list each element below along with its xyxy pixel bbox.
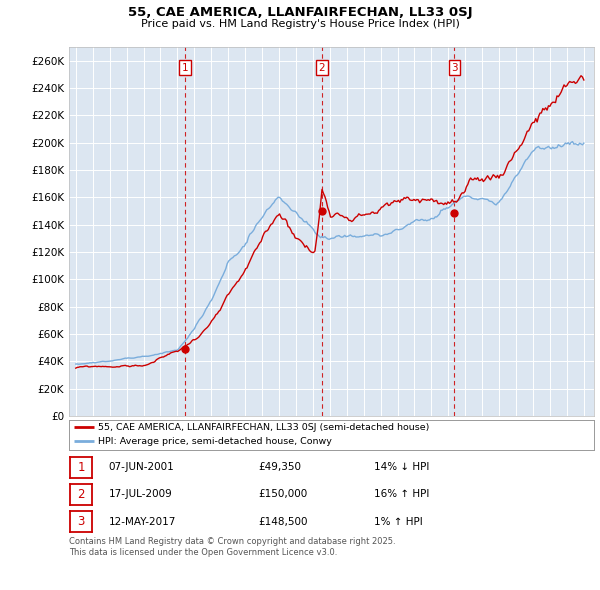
Text: 17-JUL-2009: 17-JUL-2009: [109, 490, 172, 499]
Text: 55, CAE AMERICA, LLANFAIRFECHAN, LL33 0SJ: 55, CAE AMERICA, LLANFAIRFECHAN, LL33 0S…: [128, 6, 472, 19]
Text: 07-JUN-2001: 07-JUN-2001: [109, 463, 174, 472]
Text: 1: 1: [77, 461, 85, 474]
Text: 55, CAE AMERICA, LLANFAIRFECHAN, LL33 0SJ (semi-detached house): 55, CAE AMERICA, LLANFAIRFECHAN, LL33 0S…: [98, 423, 429, 432]
Text: 2: 2: [77, 488, 85, 501]
Text: 12-MAY-2017: 12-MAY-2017: [109, 517, 176, 526]
Text: 16% ↑ HPI: 16% ↑ HPI: [373, 490, 429, 499]
Text: £49,350: £49,350: [258, 463, 301, 472]
Text: Price paid vs. HM Land Registry's House Price Index (HPI): Price paid vs. HM Land Registry's House …: [140, 19, 460, 29]
Text: HPI: Average price, semi-detached house, Conwy: HPI: Average price, semi-detached house,…: [98, 437, 332, 446]
Text: 2: 2: [319, 63, 325, 73]
Text: 1: 1: [182, 63, 188, 73]
Text: Contains HM Land Registry data © Crown copyright and database right 2025.
This d: Contains HM Land Registry data © Crown c…: [69, 537, 395, 557]
Text: 14% ↓ HPI: 14% ↓ HPI: [373, 463, 429, 472]
Text: £150,000: £150,000: [258, 490, 307, 499]
Text: 3: 3: [77, 515, 85, 528]
Text: £148,500: £148,500: [258, 517, 308, 526]
Text: 3: 3: [451, 63, 458, 73]
Text: 1% ↑ HPI: 1% ↑ HPI: [373, 517, 422, 526]
